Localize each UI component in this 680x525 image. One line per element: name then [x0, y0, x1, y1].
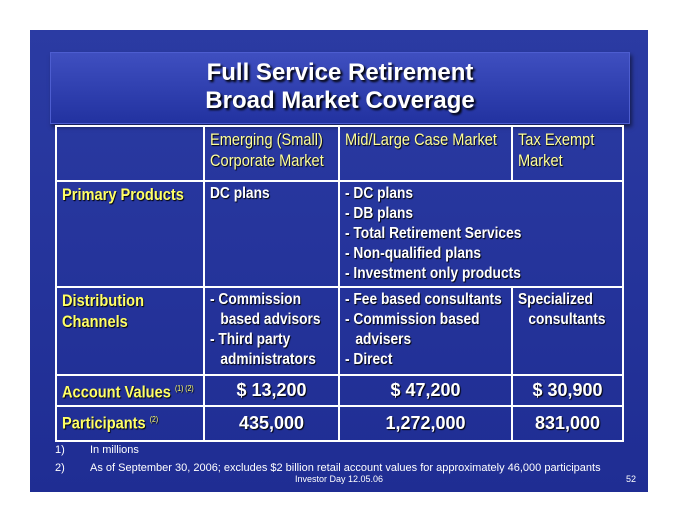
footnote-mark: 2)	[55, 462, 65, 474]
item: - Non-qualified plans	[345, 245, 482, 262]
cell: - Fee based consultants - Commission bas…	[338, 286, 513, 376]
footnote-text: In millions	[90, 444, 139, 456]
cell: Tax Exempt Market	[511, 125, 624, 182]
item: - Commission based advisors	[210, 291, 321, 328]
row-label: Channels	[62, 312, 128, 331]
item: - DC plans	[345, 185, 414, 202]
note: (2)	[149, 415, 159, 424]
cell: Mid/Large Case Market	[338, 125, 513, 182]
cell: Participants (2)	[55, 405, 205, 442]
footnote: 2) As of September 30, 2006; excludes $2 …	[55, 462, 601, 474]
page-number: 52	[626, 474, 637, 484]
item: DC plans	[210, 185, 270, 202]
header: Corporate Market	[210, 151, 324, 170]
cell: Emerging (Small) Corporate Market	[203, 125, 340, 182]
cell	[55, 125, 205, 182]
item: - Total Retirement Services	[345, 225, 522, 242]
cell: $ 13,200	[203, 374, 340, 407]
item: Specialized consultants	[518, 291, 606, 328]
cell: DC plans	[203, 180, 340, 288]
row-label: Account Values	[62, 382, 171, 402]
header: Mid/Large Case Market	[345, 130, 497, 149]
row-label: Primary Products	[62, 185, 184, 204]
item: - Fee based consultants	[345, 291, 502, 308]
table: Emerging (Small) Corporate Market Mid/Lar…	[55, 125, 624, 442]
header: Emerging (Small)	[210, 130, 323, 149]
item: - DB plans	[345, 205, 414, 222]
footer: Investor Day 12.05.06	[294, 474, 384, 484]
footnote-text: As of September 30, 2006; excludes $2 bi…	[90, 462, 601, 474]
title-banner: Full Service Retirement Broad Market Cov…	[50, 52, 630, 124]
cell: 1,272,000	[338, 405, 513, 442]
title: Broad Market Coverage	[205, 87, 475, 114]
cell: Distribution Channels	[55, 286, 205, 376]
title: Full Service Retirement	[206, 59, 474, 86]
item: - Direct	[345, 351, 393, 368]
footnote: 1) In millions	[55, 444, 139, 456]
cell: Primary Products	[55, 180, 205, 288]
item: - Commission based advisers	[345, 311, 480, 348]
cell: $ 47,200	[338, 374, 513, 407]
cell: 435,000	[203, 405, 340, 442]
item: - Third party administrators	[210, 331, 316, 368]
cell: Specialized consultants	[511, 286, 624, 376]
cell: Account Values (1) (2)	[55, 374, 205, 407]
footnote-mark: 1)	[55, 444, 65, 456]
row-label: Participants	[62, 413, 146, 433]
item: - Investment only products	[345, 265, 521, 282]
cell: 831,000	[511, 405, 624, 442]
cell: - DC plans - DB plans - Total Retirement…	[338, 180, 624, 288]
cell: - Commission based advisors - Third part…	[203, 286, 340, 376]
header: Market	[518, 151, 563, 170]
slide: Full Service Retirement Broad Market Cov…	[30, 30, 648, 492]
cell: $ 30,900	[511, 374, 624, 407]
header: Tax Exempt	[518, 130, 595, 149]
note: (1) (2)	[174, 384, 194, 394]
row-label: Distribution	[62, 291, 145, 310]
